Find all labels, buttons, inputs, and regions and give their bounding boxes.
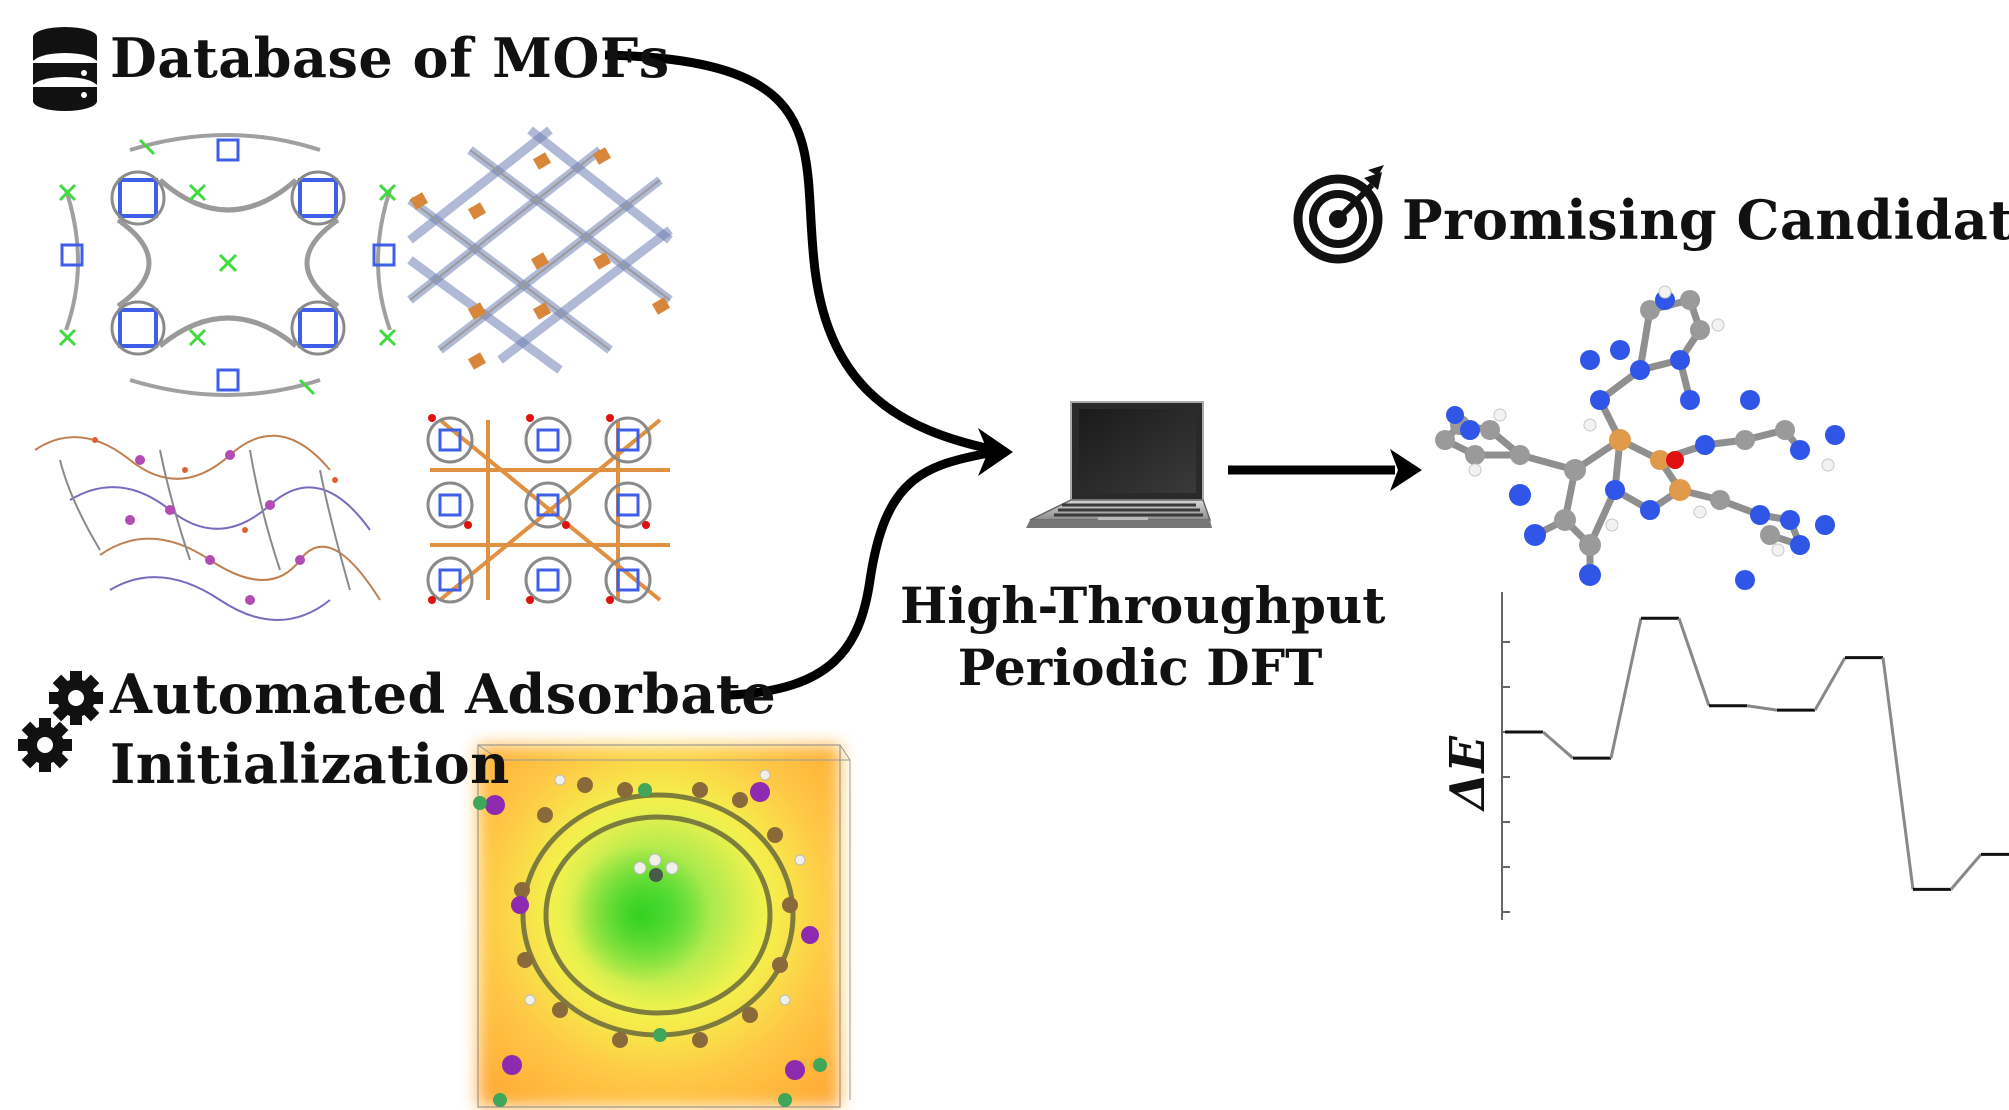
energy-connector <box>1881 657 1915 890</box>
arrowhead-candidates <box>1390 449 1422 491</box>
mof-structure-2 <box>407 126 673 374</box>
energy-connector <box>1746 704 1778 712</box>
automated-label-line2: Initialization <box>110 732 510 796</box>
laptop-icon <box>1026 401 1212 528</box>
mof-structure-4 <box>426 414 670 604</box>
energy-connector <box>1949 853 1983 891</box>
adsorbate-energy-field <box>473 744 851 1108</box>
energy-connector <box>1677 617 1711 707</box>
automated-label-line1: Automated Adsorbate <box>110 662 777 726</box>
promising-label: Promising Candidates <box>1402 188 2009 252</box>
candidate-molecule <box>1435 285 1845 590</box>
energy-axis-ticks <box>1502 641 1510 913</box>
htp-dft-label: High-Throughput Periodic DFT <box>900 575 1386 699</box>
energy-profile <box>1505 616 2009 891</box>
mof-structure-3 <box>34 434 381 621</box>
energy-connector <box>1609 617 1643 759</box>
htp-dft-label-line2: Periodic DFT <box>957 638 1323 697</box>
arrowhead-dft <box>978 428 1013 476</box>
target-icon <box>1293 165 1384 264</box>
energy-profile-chart <box>1501 592 2009 920</box>
gears-icon <box>18 671 103 772</box>
mof-structure-1 <box>58 133 397 397</box>
energy-axis-label: ΔE <box>1440 736 1496 810</box>
energy-connector <box>1542 730 1574 760</box>
flow-arrow-database-to-dft <box>604 50 996 455</box>
flow-arrow-adsorbate-to-dft <box>729 447 996 700</box>
database-icon <box>33 27 97 111</box>
htp-dft-label-line1: High-Throughput <box>900 576 1386 635</box>
database-label: Database of MOFs <box>110 26 670 90</box>
energy-connector <box>1813 656 1847 711</box>
